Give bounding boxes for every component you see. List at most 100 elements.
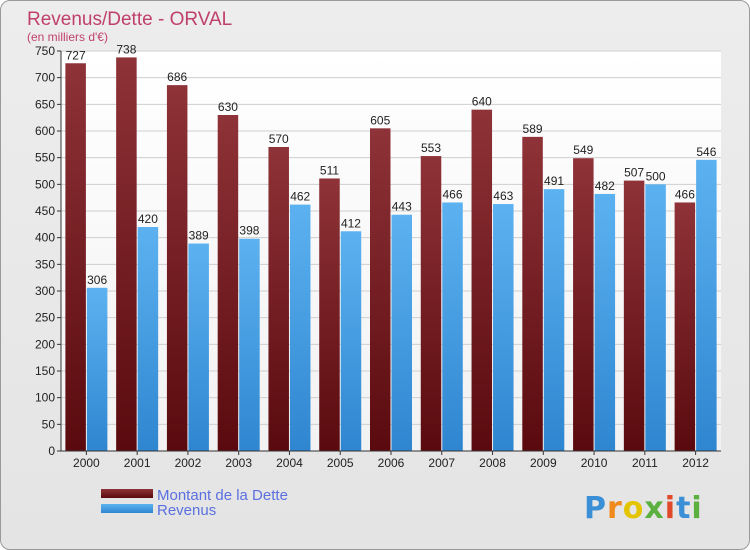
bar-debt <box>573 158 594 451</box>
value-label-debt: 727 <box>66 48 86 62</box>
bar-debt <box>268 147 289 451</box>
bars <box>65 57 717 452</box>
value-label-revenue: 466 <box>443 187 463 201</box>
value-label-revenue: 500 <box>646 169 666 183</box>
bar-debt <box>623 180 645 451</box>
bar-revenue <box>391 214 412 451</box>
value-label-debt: 589 <box>523 122 543 136</box>
value-label-revenue: 462 <box>290 190 310 204</box>
legend-swatch-debt <box>101 489 153 498</box>
logo-letter: P <box>584 491 607 526</box>
y-tick-label: 450 <box>35 204 55 218</box>
y-tick-label: 300 <box>35 284 55 298</box>
value-label-revenue: 306 <box>87 273 107 287</box>
logo-letter: r <box>607 491 623 526</box>
value-label-debt: 738 <box>116 42 136 56</box>
y-tick-label: 600 <box>35 124 55 138</box>
legend-label-debt: Montant de la Dette <box>157 487 288 504</box>
value-label-debt: 605 <box>370 113 390 127</box>
bar-debt <box>319 178 340 451</box>
value-label-debt: 686 <box>167 70 187 84</box>
bar-revenue <box>594 193 616 451</box>
value-label-revenue: 491 <box>544 174 564 188</box>
x-tick-label: 2003 <box>225 456 252 470</box>
logo-letter: t <box>676 491 691 526</box>
bar-debt <box>471 109 493 452</box>
y-tick-label: 650 <box>35 97 55 111</box>
value-label-debt: 630 <box>218 100 238 114</box>
value-label-revenue: 482 <box>595 179 615 193</box>
x-axis-ticks: 2000 2001 2002 2003 2004 2005 2006 2007 2008 2009… <box>73 451 709 470</box>
bar-debt <box>522 136 543 451</box>
x-tick-label: 2004 <box>276 456 303 470</box>
value-label-debt: 511 <box>320 163 339 177</box>
value-label-revenue: 443 <box>392 200 412 214</box>
value-label-revenue: 412 <box>341 216 361 230</box>
y-tick-label: 500 <box>35 177 55 191</box>
y-tick-label: 50 <box>42 417 56 431</box>
x-tick-label: 2005 <box>327 456 354 470</box>
y-tick-label: 400 <box>35 231 55 245</box>
y-tick-label: 100 <box>35 391 55 405</box>
bar-revenue <box>543 189 565 451</box>
legend-swatch-revenue <box>101 504 153 513</box>
x-tick-label: 2010 <box>581 456 608 470</box>
value-label-debt: 549 <box>573 143 593 157</box>
value-label-debt: 640 <box>472 95 492 109</box>
legend-label-revenue: Revenus <box>157 502 216 519</box>
bar-debt <box>674 202 696 451</box>
y-tick-label: 350 <box>35 257 55 271</box>
bar-debt <box>116 57 137 452</box>
bar-debt <box>370 128 391 451</box>
bar-debt <box>166 85 188 451</box>
y-axis-ticks: 0 50 100 150 200 250 300 350 400 450 500 550 600 650 7… <box>35 44 61 458</box>
x-tick-label: 2009 <box>530 456 557 470</box>
x-tick-label: 2001 <box>124 456 151 470</box>
bar-revenue <box>86 287 108 451</box>
y-tick-label: 0 <box>48 444 55 458</box>
x-tick-label: 2002 <box>175 456 202 470</box>
bar-revenue <box>289 204 311 451</box>
value-label-revenue: 546 <box>696 145 716 159</box>
bar-revenue <box>239 238 260 451</box>
chart-subtitle: (en milliers d'€) <box>27 30 108 44</box>
logo-letter: i <box>665 491 676 526</box>
value-label-revenue: 398 <box>239 224 259 238</box>
bar-revenue <box>493 204 514 451</box>
x-tick-label: 2008 <box>479 456 506 470</box>
bar-revenue <box>645 184 666 452</box>
bar-revenue <box>188 243 209 451</box>
bar-debt <box>65 63 86 452</box>
bar-revenue <box>696 159 717 452</box>
value-label-debt: 570 <box>269 132 289 146</box>
x-tick-label: 2006 <box>378 456 405 470</box>
x-tick-label: 2000 <box>73 456 100 470</box>
bar-revenue <box>340 231 362 451</box>
bar-debt <box>420 156 442 452</box>
bar-revenue <box>137 227 159 451</box>
chart-title: Revenus/Dette - ORVAL <box>27 9 232 30</box>
value-label-debt: 553 <box>421 141 441 155</box>
bar-debt <box>217 115 239 451</box>
y-tick-label: 200 <box>35 337 55 351</box>
y-tick-label: 700 <box>35 71 55 85</box>
y-tick-label: 550 <box>35 151 55 165</box>
y-tick-label: 750 <box>35 44 55 58</box>
x-tick-label: 2007 <box>428 456 455 470</box>
value-label-debt: 466 <box>675 187 695 201</box>
x-tick-label: 2012 <box>682 456 709 470</box>
legend: Montant de la Dette Revenus <box>101 487 288 519</box>
value-label-debt: 507 <box>624 166 644 180</box>
value-label-revenue: 463 <box>493 189 513 203</box>
x-tick-label: 2011 <box>632 456 658 470</box>
proxiti-logo: Proxiti <box>584 491 703 526</box>
value-label-revenue: 420 <box>138 212 158 226</box>
value-labels: 727 306 738 420 686 389 630 398 570 462 511 412 605 4… <box>66 42 717 286</box>
logo-letter: x <box>644 491 664 526</box>
bar-revenue <box>442 202 463 451</box>
y-tick-label: 250 <box>35 311 55 325</box>
y-tick-label: 150 <box>35 364 55 378</box>
value-label-revenue: 389 <box>189 229 209 243</box>
